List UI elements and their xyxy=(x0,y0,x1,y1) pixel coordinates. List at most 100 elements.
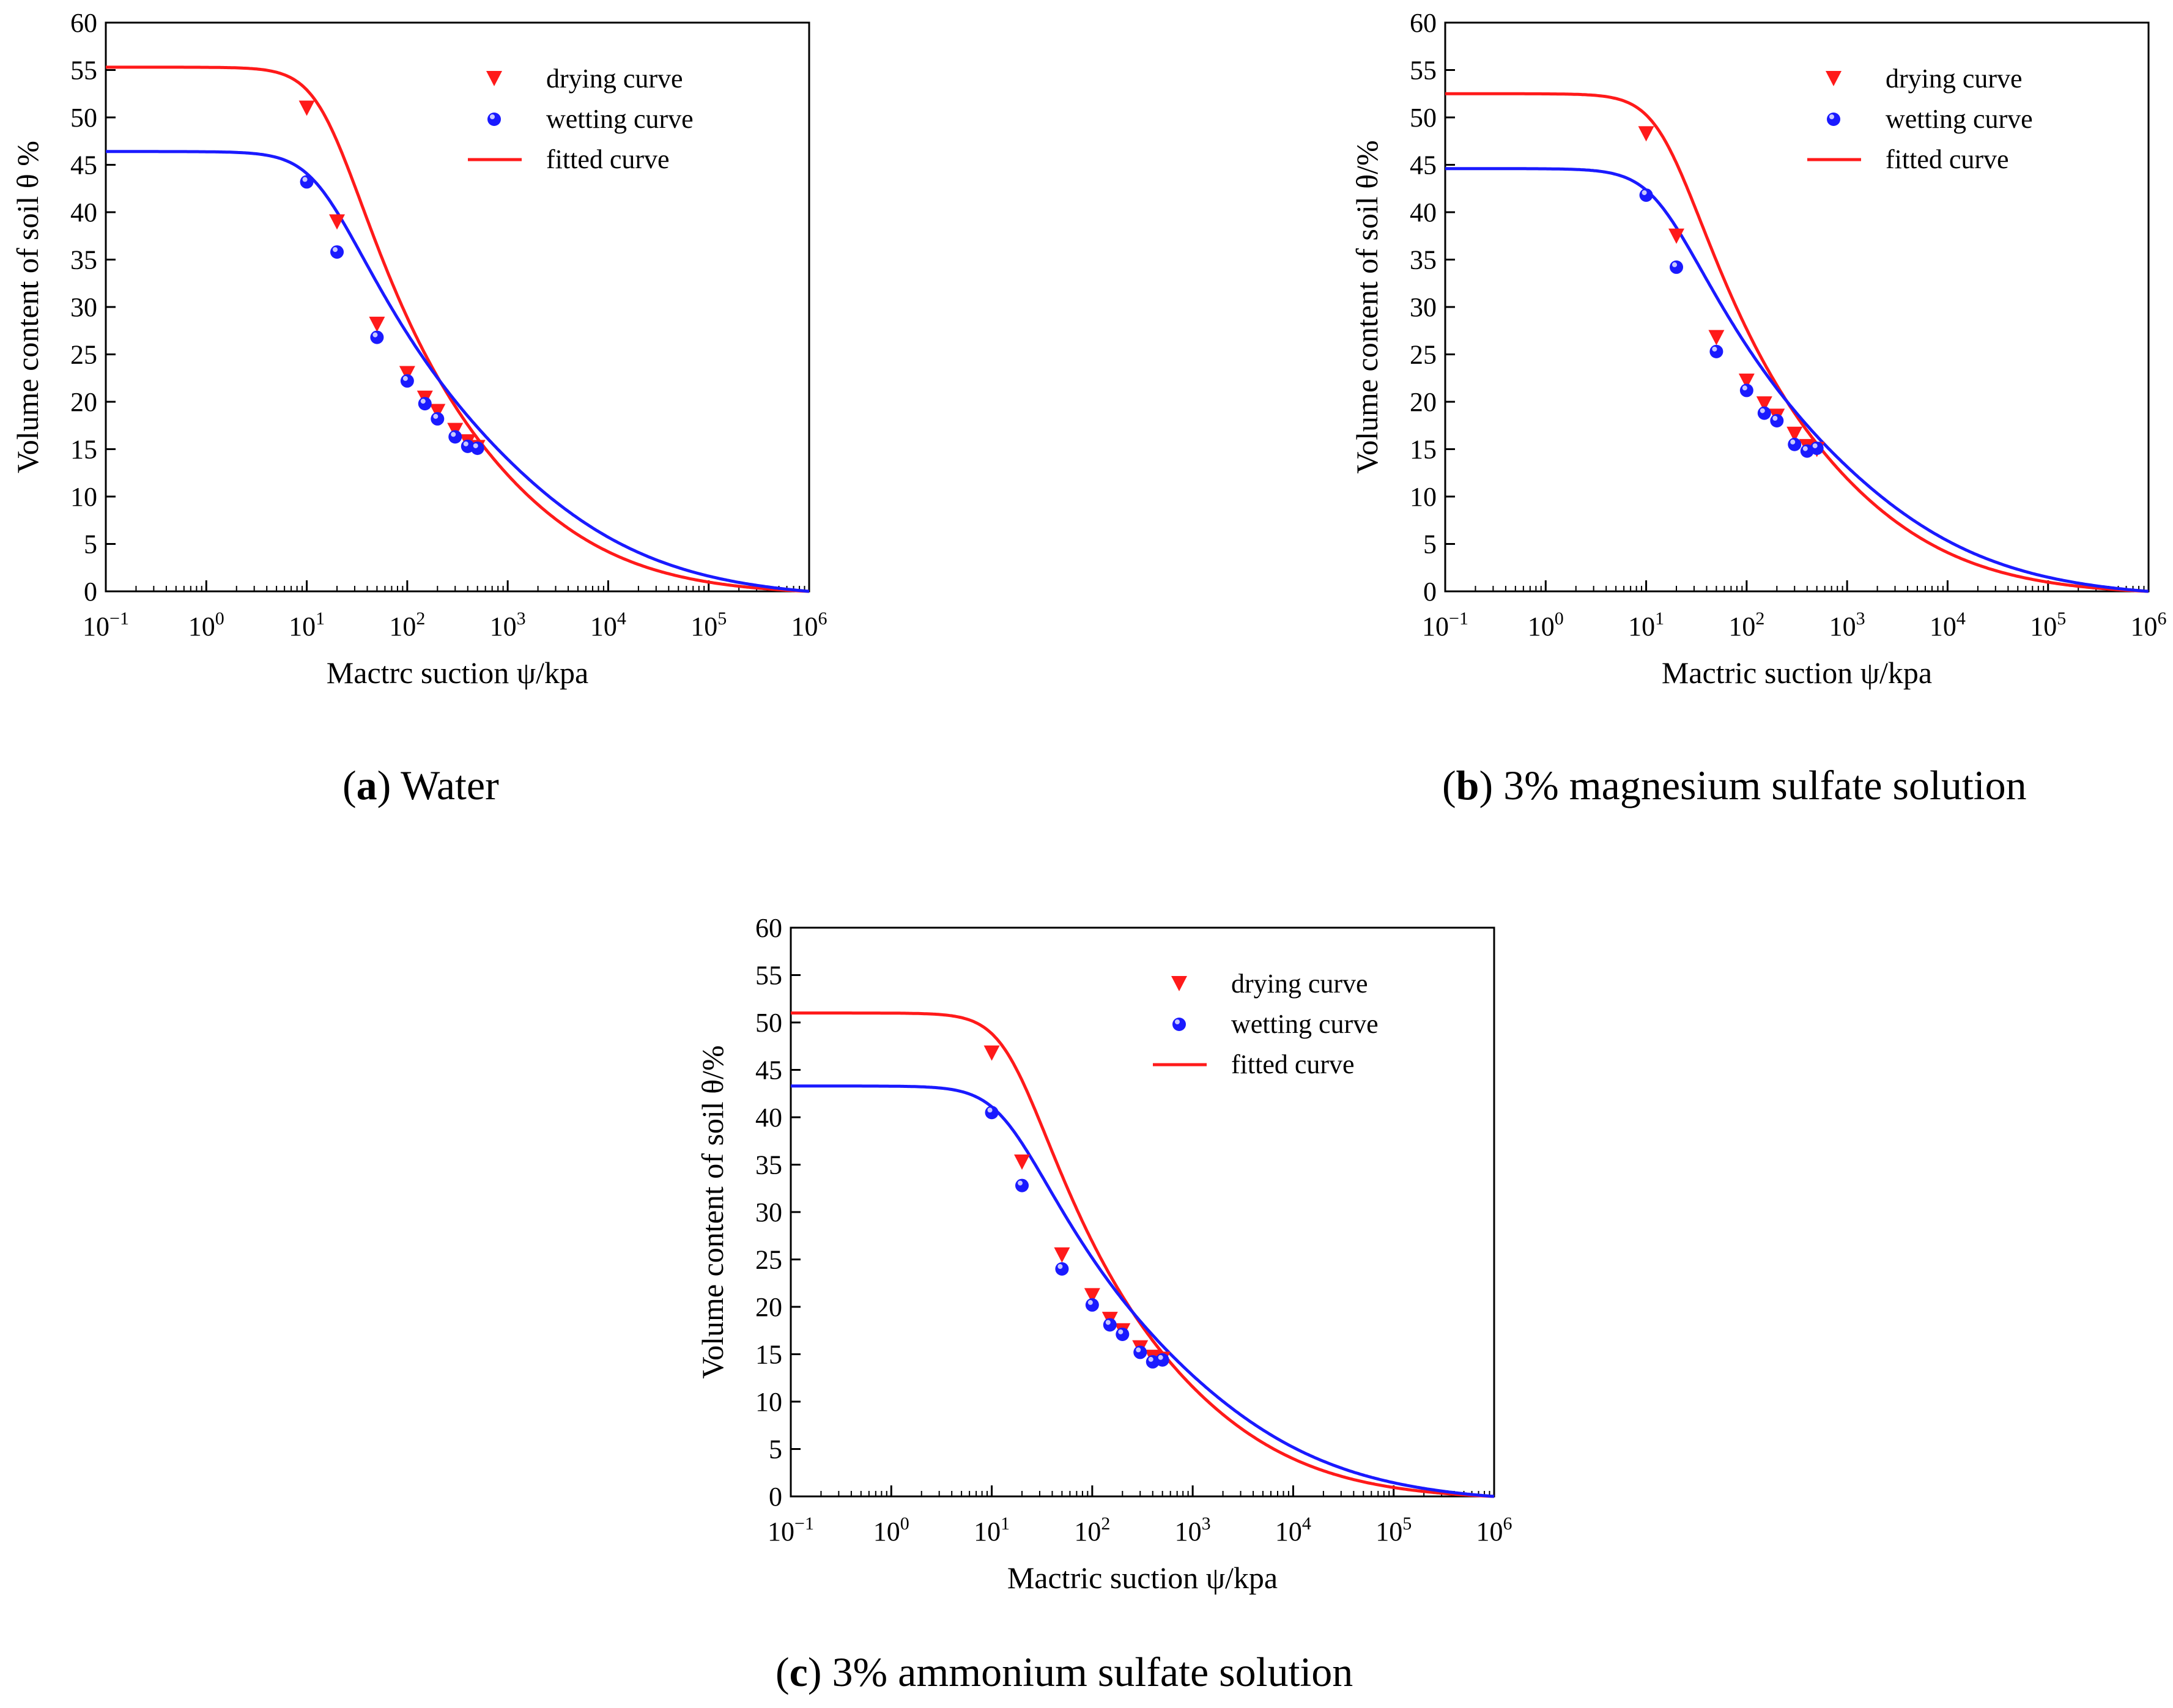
chart-0-xtick-label: 105 xyxy=(690,608,727,641)
chart-0-ytick-label: 25 xyxy=(70,340,97,370)
chart-1-wetting-point xyxy=(1788,437,1802,451)
chart-2-wetting-point xyxy=(1085,1298,1099,1312)
chart-1-wetting-point-highlight xyxy=(1802,446,1808,451)
chart-2-wetting-point-highlight xyxy=(1057,1264,1063,1269)
chart-1-plot-frame xyxy=(1444,21,2150,593)
chart-1-ytick-label: 10 xyxy=(1410,482,1437,512)
chart-1-ytick-label: 30 xyxy=(1410,292,1437,322)
chart-2-ytick-label: 60 xyxy=(755,913,782,943)
chart-2-wetting-point-highlight xyxy=(1105,1320,1111,1325)
chart-2-drying-point xyxy=(983,1045,1000,1061)
chart-1-xtick-label: 101 xyxy=(1628,608,1664,641)
chart-2-xtick-label: 106 xyxy=(1476,1514,1512,1547)
chart-1-wetting-point xyxy=(1757,406,1771,420)
chart-0-xtick-label: 104 xyxy=(590,608,626,641)
chart-0-wetting-point xyxy=(418,397,432,411)
caption-b-text: 3% magnesium sulfate solution xyxy=(1503,762,2027,808)
chart-0-wetting-point-highlight xyxy=(420,399,426,404)
chart-2-ytick-label: 5 xyxy=(769,1435,782,1465)
chart-2-legend-wetting-marker xyxy=(1172,1018,1186,1031)
chart-2-xtick-label: 103 xyxy=(1175,1514,1211,1547)
chart-2-ytick-label: 30 xyxy=(755,1197,782,1227)
chart-2-ytick-label: 15 xyxy=(755,1340,782,1370)
chart-1-legend-fitted-label: fitted curve xyxy=(1886,144,2009,174)
chart-1-wetting-point-highlight xyxy=(1760,408,1765,413)
chart-2-legend-wetting-highlight xyxy=(1175,1019,1180,1024)
chart-1-wetting-point xyxy=(1639,188,1653,202)
chart-2-wetting-point-highlight xyxy=(1136,1347,1141,1353)
chart-2-wetting-point-highlight xyxy=(1148,1356,1153,1362)
chart-0-xtick-label: 106 xyxy=(791,608,827,641)
chart-2-legend-drying-marker xyxy=(1171,976,1187,991)
chart-0-wetting-point-highlight xyxy=(451,432,456,437)
chart-1-legend-wetting-highlight xyxy=(1829,114,1834,119)
chart-0-ytick-label: 15 xyxy=(70,435,97,465)
chart-0-legend-wetting-marker xyxy=(487,113,501,126)
chart-2-drying-point xyxy=(1014,1154,1031,1170)
chart-0-xtick-label: 10−1 xyxy=(83,608,129,641)
chart-0-wetting-point xyxy=(431,412,445,426)
chart-0-ytick-label: 50 xyxy=(70,103,97,133)
chart-1-wetting-point xyxy=(1810,441,1824,455)
chart-1-y-axis-title: Volume content of soil θ/% xyxy=(1350,140,1384,473)
chart-1-legend-wetting-marker xyxy=(1827,113,1840,126)
chart-2-y-axis-title: Volume content of soil θ/% xyxy=(695,1045,730,1378)
chart-0-drying-point xyxy=(329,214,346,230)
chart-1-ytick-label: 20 xyxy=(1410,387,1437,417)
chart-0-legend-wetting-label: wetting curve xyxy=(546,104,694,134)
chart-2-wetting-point-highlight xyxy=(1087,1299,1093,1305)
chart-0-xtick-label: 100 xyxy=(188,608,224,641)
chart-2-xtick-label: 102 xyxy=(1074,1514,1110,1547)
chart-0-ytick-label: 5 xyxy=(84,530,97,560)
chart-1-legend-drying-marker xyxy=(1826,71,1842,86)
chart-0-ytick-label: 20 xyxy=(70,387,97,417)
chart-1-drying-point xyxy=(1756,396,1772,412)
chart-0-legend-wetting-highlight xyxy=(490,114,495,119)
chart-0-y-axis-title: Volume content of soil θ % xyxy=(10,141,45,473)
chart-0-wetting-point-highlight xyxy=(463,441,468,446)
chart-1-xtick-label: 102 xyxy=(1728,608,1764,641)
chart-2-legend-drying-label: drying curve xyxy=(1231,969,1368,999)
chart-1-ytick-label: 25 xyxy=(1410,340,1437,370)
chart-0-fit-line-drying xyxy=(106,65,810,593)
chart-2-xtick-label: 105 xyxy=(1375,1514,1412,1547)
chart-0-wetting-point-highlight xyxy=(333,247,338,253)
chart-1-ytick-label: 5 xyxy=(1423,530,1437,560)
chart-0-ytick-label: 55 xyxy=(70,56,97,86)
chart-1-wetting-point xyxy=(1709,344,1723,358)
chart-2-ytick-label: 50 xyxy=(755,1008,782,1038)
caption-c-label: c xyxy=(789,1649,808,1695)
chart-1-xtick-label: 100 xyxy=(1528,608,1564,641)
chart-2-fit-line-drying xyxy=(791,1011,1495,1498)
chart-1-xtick-label: 106 xyxy=(2131,608,2167,641)
chart-1-wetting-point-highlight xyxy=(1672,262,1678,267)
chart-2-x-axis-title: Mactric suction ψ/kpa xyxy=(1007,1561,1278,1595)
chart-1-ytick-label: 60 xyxy=(1410,8,1437,38)
chart-0-wetting-point xyxy=(370,330,384,344)
chart-2-wetting-point-highlight xyxy=(1118,1329,1124,1334)
caption-a: (a) Water xyxy=(342,762,499,808)
chart-2-ytick-label: 35 xyxy=(755,1150,782,1180)
chart-2-ytick-label: 40 xyxy=(755,1103,782,1133)
chart-2-ytick-label: 20 xyxy=(755,1292,782,1322)
chart-2-ytick-label: 10 xyxy=(755,1387,782,1417)
chart-0-legend-drying-label: drying curve xyxy=(546,64,683,94)
chart-2-xtick-label: 104 xyxy=(1275,1514,1311,1547)
chart-0-wetting-point-highlight xyxy=(433,413,439,419)
chart-2-wetting-point xyxy=(1133,1345,1147,1359)
chart-0-drying-point xyxy=(369,316,385,332)
caption-a-label: a xyxy=(356,762,377,808)
chart-1-wetting-point-highlight xyxy=(1790,439,1796,445)
chart-0-ytick-label: 0 xyxy=(84,577,97,607)
chart-0-ytick-label: 60 xyxy=(70,8,97,38)
chart-2-wetting-point xyxy=(1055,1262,1069,1276)
chart-0-x-axis-title: Mactrc suction ψ/kpa xyxy=(327,656,588,690)
chart-2-fit-line-wetting xyxy=(791,1084,1495,1498)
chart-0-ytick-label: 45 xyxy=(70,150,97,180)
chart-0-legend-fitted-label: fitted curve xyxy=(546,144,670,174)
chart-2-xtick-label: 101 xyxy=(974,1514,1010,1547)
chart-1-drying-point xyxy=(1708,330,1725,346)
caption-b: (b) 3% magnesium sulfate solution xyxy=(1442,762,2027,808)
chart-1-wetting-point-highlight xyxy=(1712,346,1717,352)
chart-2-ytick-label: 0 xyxy=(769,1482,782,1512)
